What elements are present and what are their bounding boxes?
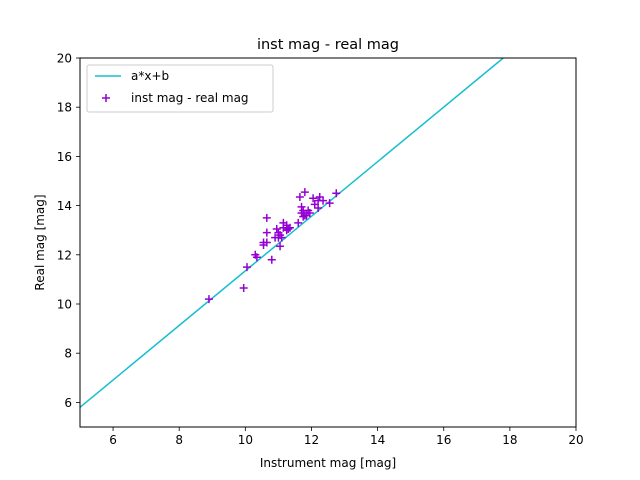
scatter-point bbox=[297, 202, 306, 211]
scatter-point bbox=[314, 204, 323, 213]
y-tick-label: 14 bbox=[57, 199, 72, 213]
x-tick-label: 14 bbox=[370, 433, 385, 447]
x-tick-label: 12 bbox=[304, 433, 319, 447]
x-tick-label: 18 bbox=[502, 433, 517, 447]
scatter-point bbox=[262, 228, 271, 237]
scatter-point bbox=[285, 223, 294, 232]
legend-box bbox=[86, 64, 274, 113]
y-tick-label: 18 bbox=[57, 101, 72, 115]
scatter-point bbox=[319, 196, 328, 205]
x-tick-label: 16 bbox=[436, 433, 451, 447]
y-tick-label: 12 bbox=[57, 248, 72, 262]
scatter-point bbox=[242, 263, 251, 272]
fit-line bbox=[79, 57, 504, 408]
x-tick-label: 8 bbox=[175, 433, 183, 447]
scatter-point bbox=[262, 238, 271, 247]
scatter-point bbox=[295, 192, 304, 201]
y-axis-label: Real mag [mag] bbox=[33, 194, 47, 290]
scatter-point bbox=[262, 213, 271, 222]
scatter-point bbox=[252, 253, 261, 262]
x-tick-label: 20 bbox=[568, 433, 583, 447]
plot-area bbox=[79, 57, 504, 408]
x-tick-label: 10 bbox=[238, 433, 253, 447]
scatter-point bbox=[332, 189, 341, 198]
x-axis-label: Instrument mag [mag] bbox=[260, 456, 396, 470]
scatter-point bbox=[305, 208, 314, 217]
legend-marker-swatch bbox=[102, 94, 110, 102]
y-tick-label: 10 bbox=[57, 298, 72, 312]
legend: a*x+b inst mag - real mag bbox=[86, 64, 274, 113]
y-tick-label: 8 bbox=[64, 347, 72, 361]
scatter-point bbox=[239, 284, 248, 293]
x-ticks-group: 6 8 10 12 14 16 18 20 bbox=[109, 427, 584, 447]
scatter-point bbox=[277, 233, 286, 242]
scatter-point bbox=[325, 199, 334, 208]
scatter-point bbox=[204, 295, 213, 304]
x-tick-label: 6 bbox=[109, 433, 117, 447]
scatter-point bbox=[267, 255, 276, 264]
scatter-point bbox=[294, 218, 303, 227]
scatter-point bbox=[276, 242, 285, 251]
legend-label-scatter: inst mag - real mag bbox=[131, 91, 249, 105]
scatter-point bbox=[272, 224, 281, 233]
chart-title: inst mag - real mag bbox=[257, 37, 399, 53]
scatter-point bbox=[284, 224, 293, 233]
y-tick-label: 16 bbox=[57, 150, 72, 164]
plot-frame bbox=[79, 57, 577, 428]
legend-label-fit-line: a*x+b bbox=[131, 69, 169, 83]
scatter-point bbox=[309, 194, 318, 203]
y-ticks-group: 6 8 10 12 14 16 18 20 bbox=[57, 52, 80, 410]
scatter-point bbox=[300, 188, 309, 197]
y-tick-label: 20 bbox=[57, 52, 72, 66]
legend-plus-marker bbox=[102, 94, 110, 102]
y-tick-label: 6 bbox=[64, 396, 72, 410]
